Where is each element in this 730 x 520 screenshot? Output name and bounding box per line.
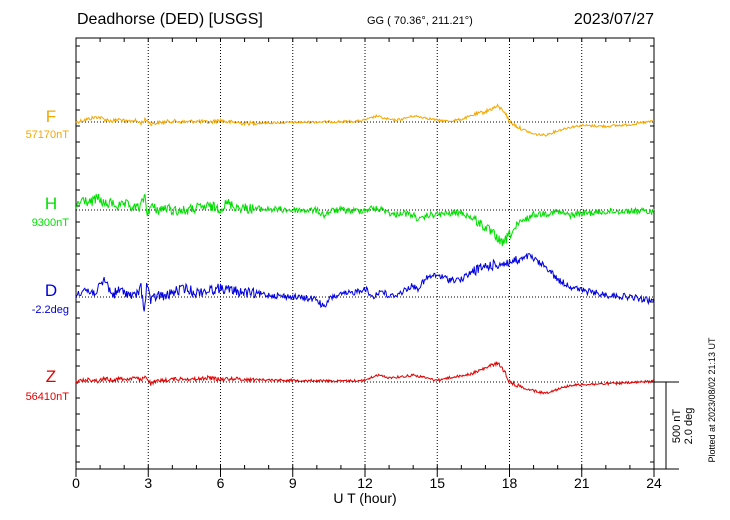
x-tick-label: 3 — [144, 475, 152, 491]
series-name-H: H — [45, 194, 57, 213]
series-baseline-label-H: 9300nT — [32, 217, 70, 229]
grid-lines — [147, 38, 583, 469]
series-baseline-label-F: 57170nT — [26, 129, 70, 141]
series-name-Z: Z — [46, 367, 56, 386]
plotted-at-note: Plotted at 2023/08/02 21:13 UT — [707, 337, 717, 463]
series-line-D — [75, 252, 655, 312]
series-name-F: F — [46, 107, 56, 126]
x-axis-label: U T (hour) — [333, 490, 396, 506]
x-tick-label: 12 — [357, 475, 373, 491]
axis-ticks: 0 3 6 9 12 15 18 21 24 — [72, 38, 662, 491]
series-baseline-label-Z: 56410nT — [26, 391, 70, 403]
scale-nt-label: 500 nT — [671, 409, 683, 444]
coordinates-label: GG ( 70.36°, 211.21°) — [367, 15, 473, 27]
x-tick-label: 6 — [217, 475, 225, 491]
x-tick-label: 0 — [72, 475, 80, 491]
station-title: Deadhorse (DED) [USGS] — [77, 11, 263, 28]
x-tick-label: 24 — [646, 475, 662, 491]
series-labels: F 57170nT H 9300nT D -2.2deg Z 56410nT — [26, 107, 70, 403]
series-line-H — [75, 193, 655, 247]
series-name-D: D — [45, 281, 57, 300]
x-tick-label: 21 — [574, 475, 590, 491]
series-line-F — [75, 103, 655, 137]
x-tick-label: 18 — [502, 475, 518, 491]
x-tick-label: 9 — [289, 475, 297, 491]
scale-bar: 500 nT 2.0 deg — [654, 381, 695, 470]
scale-deg-label: 2.0 deg — [683, 408, 695, 445]
date-label: 2023/07/27 — [574, 11, 654, 28]
series-baseline-label-D: -2.2deg — [32, 304, 69, 316]
series-line-Z — [75, 361, 655, 395]
x-tick-label: 15 — [429, 475, 445, 491]
series-lines — [75, 103, 655, 395]
